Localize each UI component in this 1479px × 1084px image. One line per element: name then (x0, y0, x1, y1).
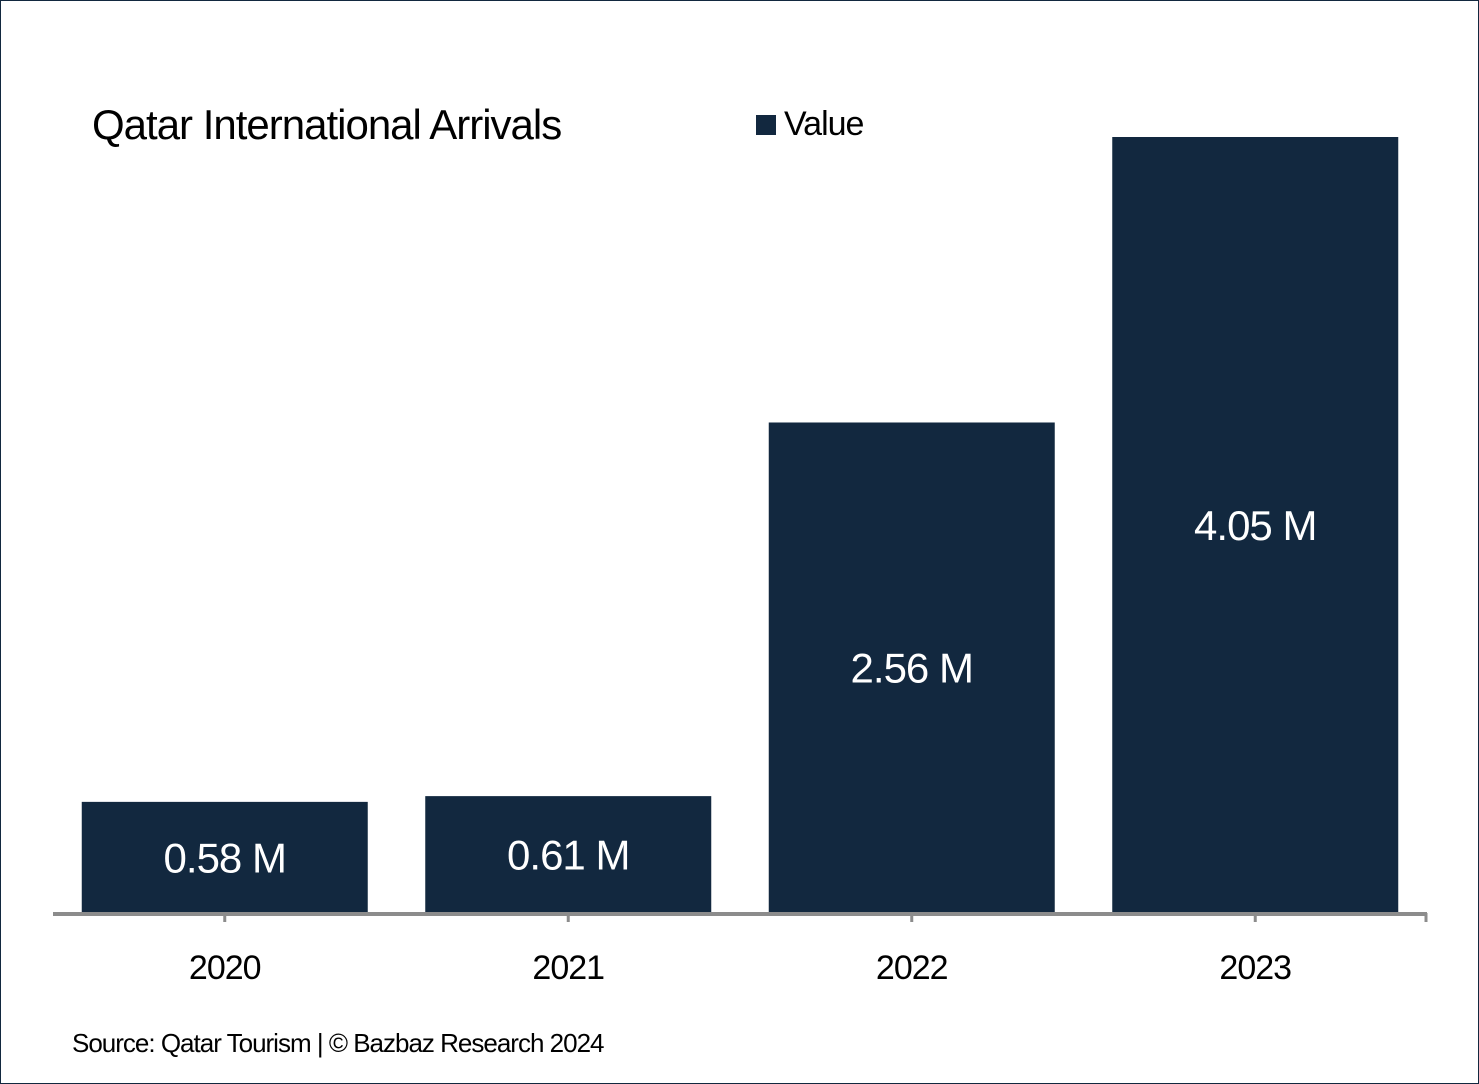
x-tick-label-2020: 2020 (189, 949, 261, 987)
legend: Value (756, 105, 864, 144)
chart-title: Qatar International Arrivals (92, 101, 562, 148)
data-label-2021: 0.61 M (507, 832, 629, 879)
bar-2020 (81, 801, 368, 913)
bar-2023 (1112, 137, 1399, 913)
bars-group: 0.58 M 0.61 M 2.56 M 4.05 M (81, 137, 1399, 913)
data-label-2022: 2.56 M (851, 645, 973, 692)
x-tick-label-2022: 2022 (876, 949, 948, 987)
data-label-2023: 4.05 M (1194, 502, 1316, 549)
data-label-2020: 0.58 M (164, 834, 286, 881)
bar-2021 (425, 796, 712, 913)
bar-2022 (768, 422, 1055, 913)
x-axis: 2020 2021 2022 2023 (53, 912, 1428, 987)
legend-swatch (756, 114, 776, 135)
x-tick-label-2023: 2023 (1219, 949, 1291, 987)
x-tick-label-2021: 2021 (532, 949, 604, 987)
source-note: Source: Qatar Tourism | © Bazbaz Researc… (72, 1028, 604, 1058)
bar-chart: 0.58 M 0.61 M2.56 M4.05 M 2020 2021 2022 202… (53, 137, 1428, 987)
legend-label: Value (784, 105, 864, 143)
